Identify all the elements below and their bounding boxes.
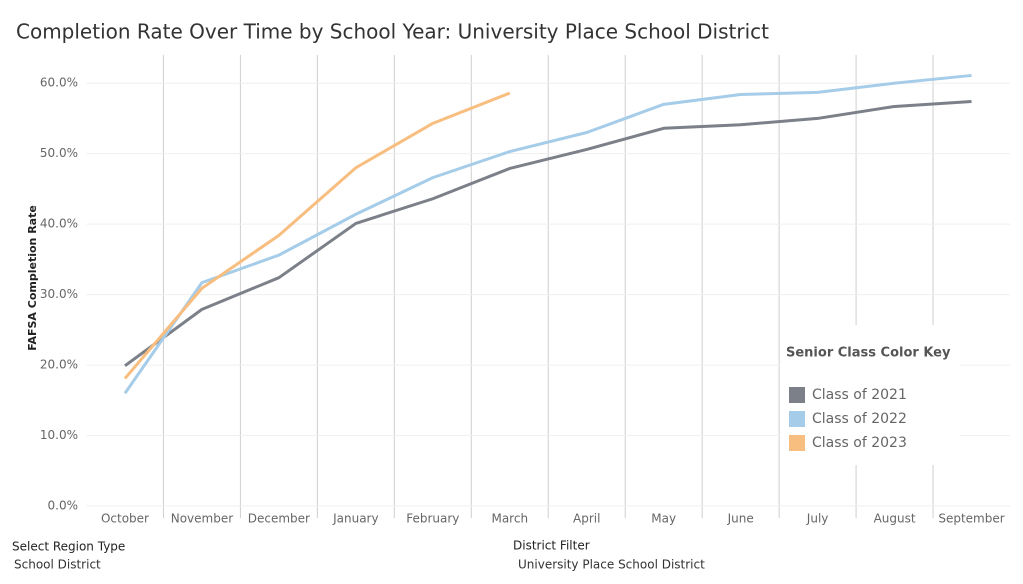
filter-label: District Filter <box>513 539 590 553</box>
x-tick-label: February <box>406 512 459 526</box>
y-tick-label: 60.0% <box>40 76 78 90</box>
x-tick-label: September <box>938 512 1004 526</box>
x-tick-label: April <box>573 512 600 526</box>
filter-value[interactable]: School District <box>14 558 101 572</box>
x-tick-label: August <box>874 512 916 526</box>
x-tick-label: July <box>806 512 829 526</box>
series-line <box>124 100 972 367</box>
filter-value[interactable]: University Place School District <box>518 558 705 572</box>
legend-title: Senior Class Color Key <box>786 346 951 361</box>
series-line <box>123 73 972 395</box>
y-tick-label: 50.0% <box>40 146 78 160</box>
x-tick-label: June <box>727 512 754 526</box>
legend-label: Class of 2023 <box>812 435 907 451</box>
chart-title: Completion Rate Over Time by School Year… <box>16 20 769 44</box>
legend-swatch <box>789 387 805 403</box>
x-tick-label: October <box>101 512 149 526</box>
x-tick-label: March <box>491 512 528 526</box>
plot-area: 0.0% 10.0% 20.0% 30.0% 40.0% 50.0% 60.0% Octobe… <box>40 55 1010 526</box>
x-tick-label: May <box>651 512 676 526</box>
filter-label: Select Region Type <box>12 540 125 554</box>
y-axis-label: FAFSA Completion Rate <box>26 205 39 351</box>
legend-box <box>780 325 960 465</box>
series-line <box>123 91 511 380</box>
x-tick-label: November <box>171 512 233 526</box>
legend-swatch <box>789 435 805 451</box>
legend-label: Class of 2022 <box>812 411 907 427</box>
y-tick-label: 10.0% <box>40 428 78 442</box>
y-tick-label: 20.0% <box>40 358 78 372</box>
y-tick-label: 40.0% <box>40 217 78 231</box>
legend: Class of 2021 Class of 2022 Class of 2023 <box>789 387 907 451</box>
y-tick-label: 30.0% <box>40 287 78 301</box>
legend-swatch <box>789 411 805 427</box>
legend-label: Class of 2021 <box>812 387 907 403</box>
x-tick-label: December <box>248 512 310 526</box>
y-tick-label: 0.0% <box>48 499 79 513</box>
x-tick-label: January <box>332 512 379 526</box>
